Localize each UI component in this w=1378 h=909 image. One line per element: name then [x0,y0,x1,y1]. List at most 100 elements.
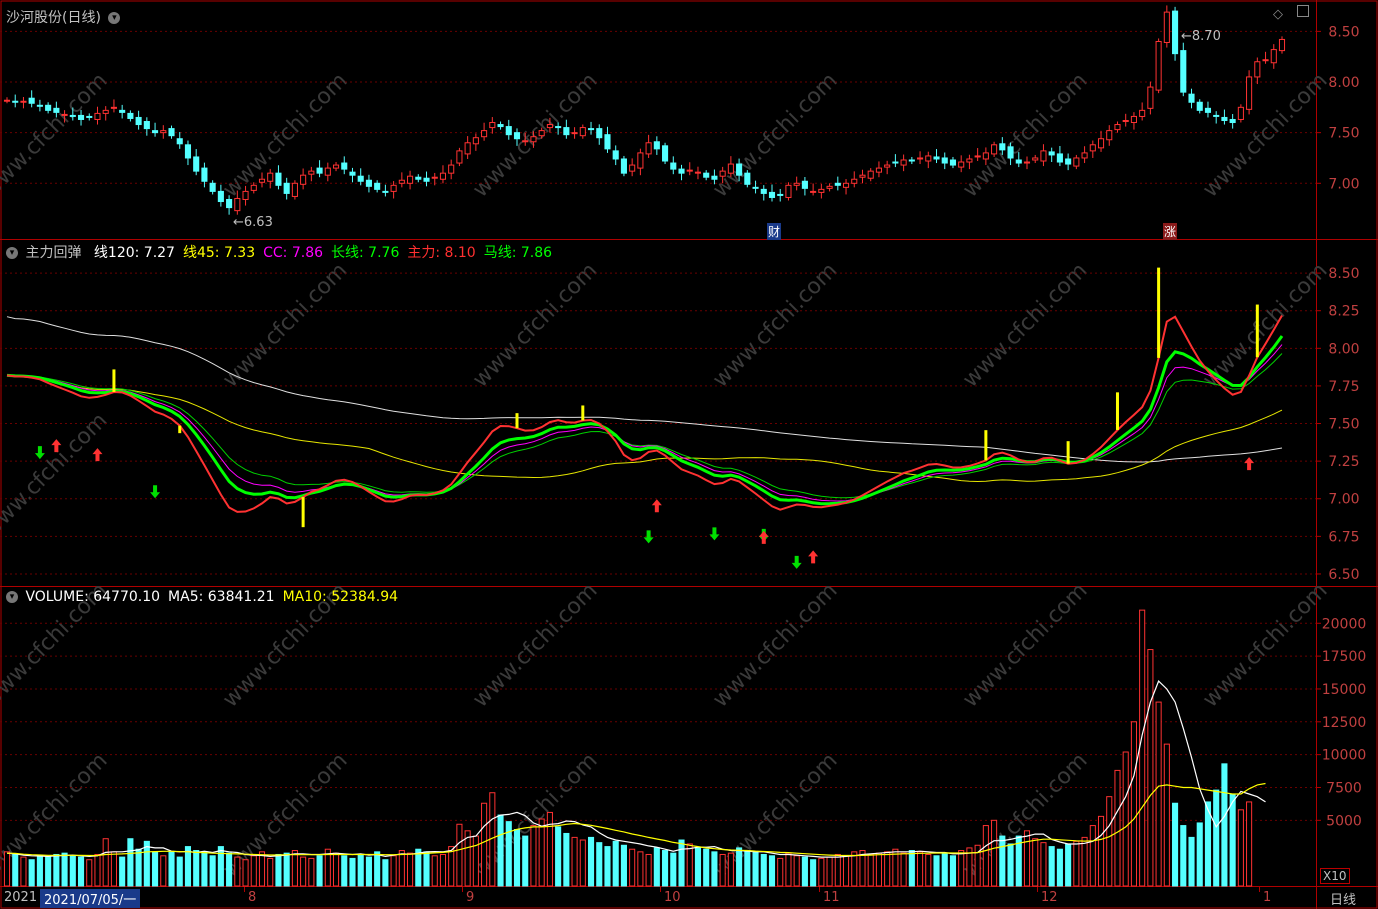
candle-body [456,150,463,164]
down-arrow-5 [643,530,654,544]
volume-bar [546,811,553,887]
title-dropdown-icon[interactable]: ▾ [108,12,121,24]
candle-body [1097,138,1105,149]
low-price-value: 6.63 [243,215,273,230]
candle-body [818,188,825,193]
candle-body [1155,40,1162,91]
ma10-volume-line [6,782,1266,857]
volume-bar [777,857,784,887]
finance-marker[interactable]: 财 [767,223,782,240]
candle-body [1270,49,1277,64]
candle-body [1122,119,1129,123]
candle-body [908,159,915,162]
volume-bar [398,850,405,887]
candle-body [20,100,27,103]
volume-bar [686,843,693,887]
volume-bar [3,851,11,887]
main-force-series [6,315,1283,513]
candle-body [193,156,200,172]
volume-bar [982,825,989,887]
candle-body [242,190,249,200]
volume-dropdown-icon[interactable]: ▾ [6,591,18,603]
volume-bar [1213,789,1220,887]
volume-unit: X10 [1320,868,1350,884]
volume-bar [1065,843,1072,887]
volume-bar [209,855,216,887]
volume-bar [719,853,726,887]
candle-body [12,100,19,103]
indicator-item-2: CC: 7.86 [263,245,324,261]
indicator-dropdown-icon[interactable]: ▾ [6,247,18,259]
indicator-header: ▾ 主力回弹 线120: 7.27 线45: 7.33 CC: 7.86 长线: 7.… [6,242,552,262]
volume-bar [1023,830,1031,887]
candle-body [1262,59,1269,62]
volume-bar [1056,848,1063,887]
volume-bar [12,853,19,887]
volume-bar [1122,751,1129,887]
candle-body [1040,150,1047,162]
price-candles [3,5,1286,215]
low-price-label: ←6.63 [233,215,273,230]
up-arrow-8 [758,530,769,544]
candle-body [999,143,1006,151]
volume-bar [917,851,924,887]
volume-bar [258,851,266,887]
candle-body [571,132,578,135]
volume-bar [234,856,241,887]
candle-body [958,161,965,168]
rise-marker[interactable]: 涨 [1163,223,1178,240]
watermark-text-6: www.cfchi.com [0,408,113,542]
candle-body [1229,118,1236,124]
volume-bar [481,802,488,887]
volume-bar [884,851,891,887]
volume-bar [892,848,899,887]
candle-body [1196,101,1203,111]
period-tab-daily[interactable]: 日线 [1330,893,1357,908]
indicator-name: 主力回弹 [25,245,82,261]
candle-body [736,163,743,176]
volume-bar [941,852,948,887]
volume-bar [842,855,850,887]
candle-body [629,164,636,172]
volume-bar [933,855,940,887]
volume-bar [949,855,957,887]
indicator-item-5: 马线: 7.86 [483,245,553,261]
candle-body [234,197,241,212]
candle-body [1073,157,1080,167]
indicator-item-0: 线120: 7.27 [93,245,175,261]
candle-body [662,145,669,162]
candle-body [842,182,850,188]
volume-bar [20,856,27,887]
volume-bar [143,840,150,887]
candle-body [941,157,948,164]
diamond-icon[interactable]: ◇ [1273,7,1283,22]
candle-body [760,188,767,194]
candle-body [1204,107,1212,113]
volume-bar [176,856,183,887]
volume-bar [1188,836,1195,887]
month-label-3: 11 [823,890,840,905]
volume-bar [596,842,603,887]
candle-body [1081,152,1088,159]
candle-body [555,126,562,129]
candle-body [925,155,932,162]
restore-icon[interactable] [1297,5,1309,17]
candle-body [324,167,331,176]
candle-body [226,198,233,209]
volume-bar [1040,842,1047,887]
candle-body [209,182,216,192]
candle-body [892,161,899,164]
watermark-text-9: www.cfchi.com [708,258,842,392]
candle-body [513,132,521,140]
watermark-text-3: www.cfchi.com [708,68,842,202]
month-tick-0 [244,887,245,892]
candle-body [135,116,142,126]
vol-tick-3: 12500 [1322,715,1367,731]
volume-bar [612,840,619,887]
watermark-text-11: www.cfchi.com [1198,258,1332,392]
candle-body [407,175,414,184]
volume-bar [324,848,331,887]
vol-tick-0: 20000 [1322,616,1367,632]
candle-body [28,97,35,104]
candle-body [801,180,808,189]
